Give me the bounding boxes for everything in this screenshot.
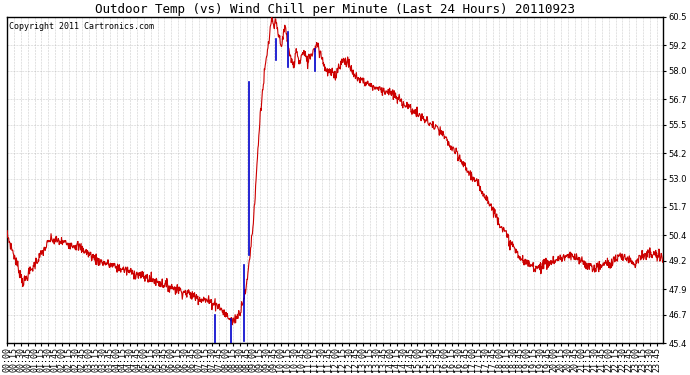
Title: Outdoor Temp (vs) Wind Chill per Minute (Last 24 Hours) 20110923: Outdoor Temp (vs) Wind Chill per Minute … (95, 3, 575, 16)
Text: Copyright 2011 Cartronics.com: Copyright 2011 Cartronics.com (8, 22, 154, 31)
